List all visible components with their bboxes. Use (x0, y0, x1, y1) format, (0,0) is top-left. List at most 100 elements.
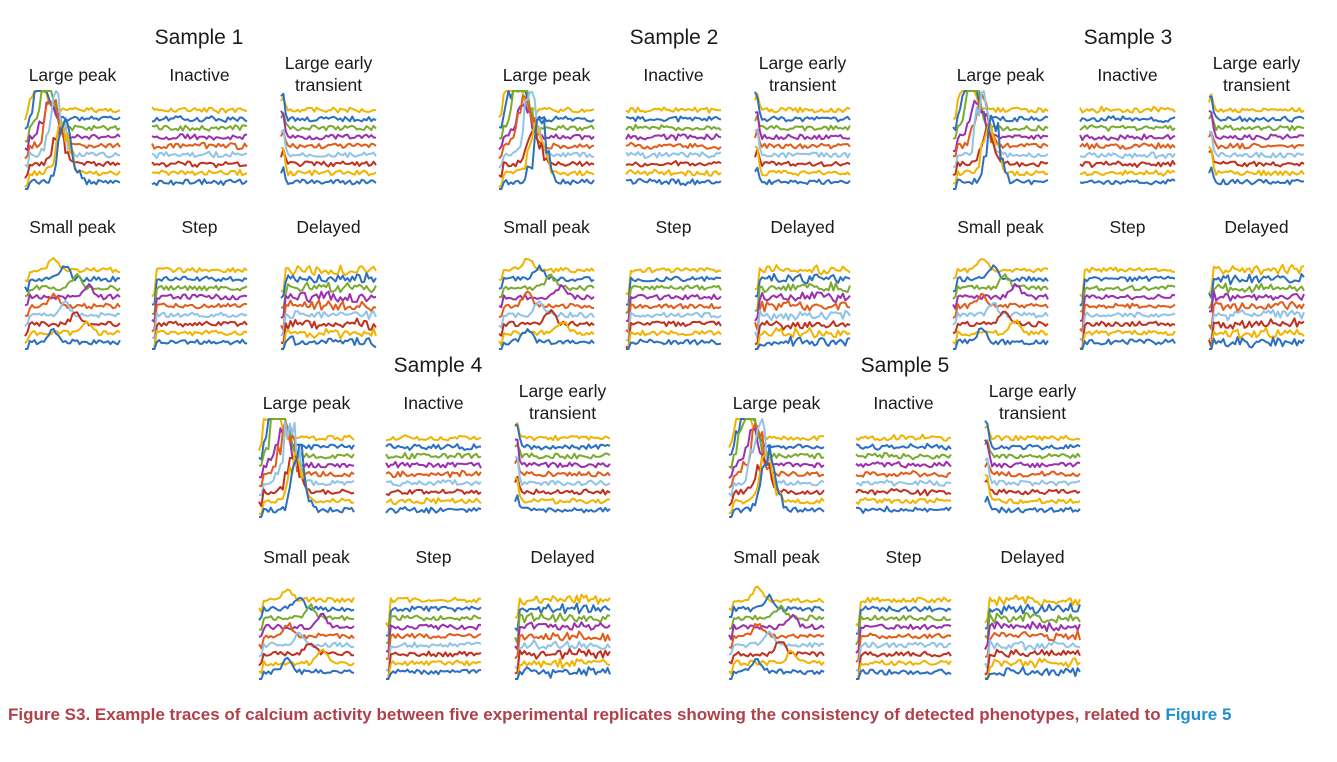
trace-line (728, 455, 825, 507)
trace-panel (625, 106, 722, 187)
panel-title: Small peak (29, 217, 116, 237)
panel-title: Small peak (733, 547, 820, 567)
trace-line (754, 111, 851, 141)
trace-line (1208, 166, 1305, 186)
caption-text: Figure S3. Example traces of calcium act… (8, 705, 1166, 724)
trace-panel (385, 434, 482, 514)
trace-line (385, 443, 481, 451)
trace-line (728, 613, 825, 641)
caption-figure-link[interactable]: Figure 5 (1165, 705, 1232, 724)
trace-line (258, 418, 355, 467)
trace-line (625, 293, 722, 323)
trace-panel (984, 594, 1081, 680)
trace-line (984, 620, 1081, 650)
trace-line (1208, 109, 1305, 141)
trace-line (280, 130, 377, 150)
trace-line (385, 632, 482, 660)
trace-line (514, 476, 611, 505)
trace-panel (855, 433, 952, 514)
trace-line (855, 433, 952, 442)
trace-line (385, 605, 482, 637)
trace-line (754, 309, 851, 340)
trace-line (625, 133, 722, 141)
trace-line (259, 656, 355, 680)
trace-line (1208, 95, 1305, 123)
panel-title: Step (415, 547, 452, 567)
trace-line (385, 479, 482, 487)
trace-line (754, 148, 851, 168)
trace-line (626, 178, 722, 187)
trace-line (258, 421, 355, 488)
trace-line (24, 299, 121, 327)
trace-line (728, 585, 825, 612)
trace-line (151, 311, 248, 339)
trace-line (25, 327, 121, 350)
trace-line (625, 115, 722, 123)
trace-line (1079, 142, 1176, 150)
trace-line (855, 470, 952, 479)
trace-line (24, 273, 121, 297)
trace-line (24, 283, 121, 307)
trace-line (280, 272, 377, 299)
panel-title: Large peak (732, 393, 821, 413)
trace-line (280, 299, 377, 331)
panel-title: Small peak (503, 217, 590, 237)
trace-line (280, 281, 377, 309)
trace-line (386, 659, 482, 680)
trace-panel (754, 264, 851, 350)
trace-panel (514, 593, 611, 680)
panel-title: Inactive (169, 65, 230, 85)
trace-line (151, 178, 248, 187)
trace-line (626, 338, 722, 350)
sample-title: Sample 4 (393, 354, 483, 377)
trace-line (855, 488, 952, 497)
trace-panel (151, 266, 248, 350)
panel-title: Step (1109, 217, 1146, 237)
sample-title: Sample 2 (629, 26, 719, 49)
trace-line (984, 439, 1081, 469)
panel-title: Delayed (1000, 547, 1065, 567)
trace-line (728, 641, 825, 665)
trace-line (515, 657, 611, 680)
trace-line (984, 424, 1081, 442)
trace-line (728, 427, 825, 479)
trace-line (151, 168, 248, 177)
trace-line (24, 311, 121, 337)
panel-title: Large early transient (1212, 53, 1301, 95)
trace-line (754, 320, 851, 346)
trace-line (855, 623, 952, 654)
trace-line (514, 639, 611, 670)
panel-title: Large peak (28, 65, 117, 85)
trace-line (754, 291, 851, 322)
trace-line (754, 128, 851, 159)
trace-panel (1208, 263, 1305, 350)
trace-line (1209, 327, 1305, 350)
trace-line (1208, 290, 1305, 313)
trace-line (385, 623, 482, 653)
trace-line (1208, 263, 1305, 295)
trace-line (984, 420, 1081, 451)
trace-line (1079, 151, 1176, 160)
trace-panel (151, 106, 248, 187)
trace-line (984, 639, 1081, 670)
trace-line (1208, 273, 1305, 299)
trace-line (729, 444, 825, 518)
trace-line (385, 488, 482, 496)
trace-line (1208, 93, 1305, 114)
trace-line (258, 631, 355, 658)
trace-line (952, 264, 1049, 293)
trace-line (386, 668, 482, 680)
trace-line (280, 92, 377, 123)
trace-line (855, 641, 952, 672)
trace-line (952, 258, 1049, 280)
trace-line (152, 329, 248, 350)
trace-line (1079, 266, 1176, 298)
panel-title: Step (181, 217, 218, 237)
trace-panel (498, 90, 595, 190)
trace-line (625, 303, 722, 334)
trace-line (280, 146, 377, 177)
panel-title: Step (655, 217, 692, 237)
trace-line (985, 666, 1081, 680)
panel-title: Inactive (1097, 65, 1158, 85)
trace-line (754, 281, 851, 313)
